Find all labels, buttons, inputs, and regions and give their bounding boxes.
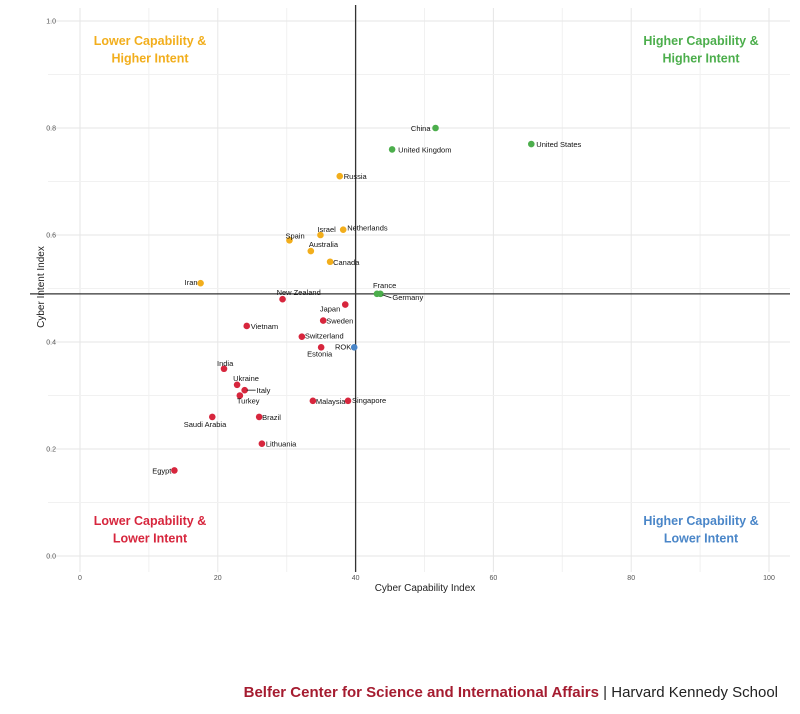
point-netherlands [339, 226, 347, 233]
quadrant-label-top-right: Higher Capability & Higher Intent [643, 34, 758, 66]
y-tick-label: 1.0 [46, 19, 56, 26]
label-sweden: Sweden [326, 317, 353, 326]
point-united-kingdom [388, 146, 396, 153]
y-tick-label: 0.2 [46, 447, 56, 454]
label-switzerland: Switzerland [305, 332, 344, 341]
label-spain: Spain [285, 231, 304, 240]
point-turkey [236, 392, 244, 399]
label-saudi-arabia: Saudi Arabia [184, 420, 227, 429]
data-points [171, 124, 535, 474]
x-tick-label: 20 [214, 575, 222, 582]
label-vietnam: Vietnam [251, 322, 278, 331]
label-ukraine: Ukraine [233, 374, 259, 383]
point-germany [377, 290, 384, 298]
point-ukraine [233, 381, 241, 389]
point-russia [336, 172, 344, 180]
point-united-states [527, 140, 535, 148]
label-turkey: Turkey [237, 397, 260, 406]
label-china: China [411, 124, 431, 133]
point-vietnam [243, 322, 251, 330]
label-iran: Iran [185, 278, 198, 287]
label-brazil: Brazil [262, 413, 281, 422]
x-tick-label: 40 [352, 575, 360, 582]
label-estonia: Estonia [307, 349, 333, 358]
point-italy [241, 386, 248, 394]
label-rok: ROK [335, 342, 351, 351]
point-sweden [319, 317, 327, 324]
point-spain [286, 237, 293, 244]
x-tick-label: 0 [78, 575, 82, 582]
label-canada: Canada [333, 258, 360, 267]
label-israel: Israel [317, 225, 336, 234]
y-tick-label: 0.6 [46, 233, 56, 240]
point-saudi-arabia [208, 413, 216, 421]
label-india: India [217, 359, 234, 368]
footer-separator: | [603, 684, 608, 701]
x-tick-label: 80 [627, 575, 635, 582]
x-tick-label: 100 [763, 575, 775, 582]
label-malaysia: Malaysia [316, 397, 346, 406]
label-united-states: United States [536, 140, 581, 149]
point-rok [350, 344, 358, 351]
leader-line-germany [382, 294, 392, 299]
label-egypt: Egypt [152, 466, 172, 475]
y-tick-label: 0.0 [46, 554, 56, 561]
scatter-chart: 0 20 40 60 80 100 0.0 0.2 0.4 0.6 0.8 1.0 Lower Cap… [30, 5, 790, 594]
quadrant-label-top-left: Lower Capability & Higher Intent [94, 34, 207, 66]
label-italy: Italy [257, 386, 271, 395]
quadrant-label-bottom-right: Higher Capability & Lower Intent [643, 514, 758, 546]
y-axis-label: Cyber Intent Index [36, 246, 47, 328]
reference-lines [30, 5, 790, 572]
point-singapore [344, 397, 352, 405]
footer-org: Belfer Center for Science and Internatio… [243, 684, 599, 701]
label-united-kingdom: United Kingdom [398, 145, 451, 154]
point-switzerland [298, 333, 306, 340]
point-australia [307, 247, 315, 255]
point-japan [341, 301, 349, 308]
footer-credit: Belfer Center for Science and Internatio… [0, 684, 778, 701]
label-netherlands: Netherlands [347, 224, 388, 233]
quadrant-labels: Lower Capability & Higher Intent Higher Ca… [94, 34, 759, 546]
point-new-zealand [279, 295, 286, 303]
point-malaysia [309, 397, 317, 405]
quadrant-label-bottom-left: Lower Capability & Lower Intent [94, 514, 207, 546]
gridlines [48, 8, 790, 572]
point-israel [317, 231, 324, 239]
point-estonia [317, 344, 325, 351]
point-china [432, 124, 439, 132]
x-tick-label: 60 [490, 575, 498, 582]
label-germany: Germany [392, 293, 423, 302]
point-lithuania [258, 440, 266, 447]
label-france: France [373, 281, 396, 290]
label-japan: Japan [320, 305, 340, 314]
label-lithuania: Lithuania [266, 440, 297, 449]
label-new-zealand: New Zealand [277, 288, 321, 297]
point-egypt [171, 467, 178, 474]
point-labels: China United States United Kingdom France Ge… [152, 124, 581, 475]
point-india [220, 365, 228, 373]
x-axis-label: Cyber Capability Index [375, 583, 476, 594]
footer-school: Harvard Kennedy School [611, 684, 778, 701]
y-tick-label: 0.8 [46, 126, 56, 133]
point-iran [197, 279, 204, 287]
point-canada [326, 258, 334, 266]
y-tick-label: 0.4 [46, 340, 56, 347]
axis-ticks: 0 20 40 60 80 100 0.0 0.2 0.4 0.6 0.8 1.0 [46, 19, 775, 583]
label-russia: Russia [344, 172, 368, 181]
label-australia: Australia [309, 240, 339, 249]
point-brazil [255, 413, 263, 421]
label-singapore: Singapore [352, 396, 386, 405]
